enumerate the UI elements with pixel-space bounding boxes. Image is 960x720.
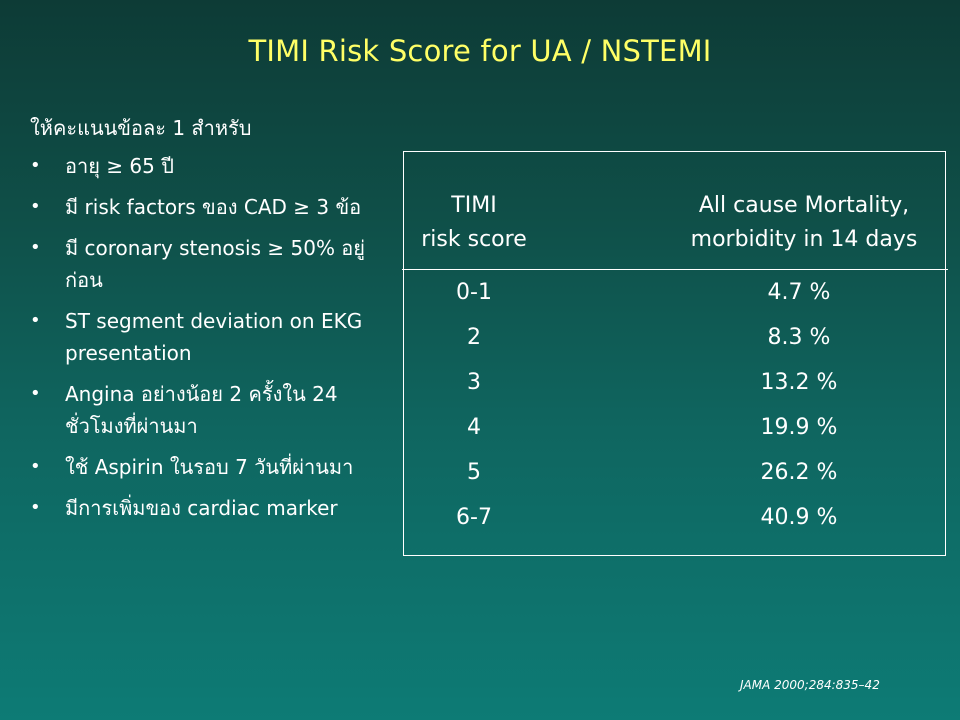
criteria-text: ST segment deviation on EKG presentation bbox=[65, 309, 363, 365]
mortality-cell: 26.2 % bbox=[760, 460, 838, 485]
citation: JAMA 2000;284:835–42 bbox=[740, 678, 880, 692]
header-mortality-line1: All cause Mortality, bbox=[698, 193, 910, 218]
criteria-list: • อายุ ≥ 65 ปี • มี risk factors ของ CAD ≥… bbox=[30, 150, 390, 533]
slide-title: TIMI Risk Score for UA / NSTEMI bbox=[248, 34, 712, 68]
header-mortality: All cause Mortality, morbidity in 14 day… bbox=[674, 189, 934, 257]
mortality-cell: 13.2 % bbox=[760, 370, 838, 395]
criteria-item: • อายุ ≥ 65 ปี bbox=[30, 150, 390, 182]
bullet-icon: • bbox=[30, 383, 41, 404]
table-row: 5 26.2 % bbox=[404, 460, 945, 504]
criteria-item: • มี coronary stenosis ≥ 50% อยู่ก่อน bbox=[30, 232, 390, 296]
bullet-icon: • bbox=[30, 310, 41, 331]
score-cell: 5 bbox=[467, 460, 481, 485]
mortality-cell: 19.9 % bbox=[760, 415, 838, 440]
header-risk-score-line2: risk score bbox=[421, 227, 527, 252]
bullet-icon: • bbox=[30, 456, 41, 477]
criteria-item: • ST segment deviation on EKG presentatio… bbox=[30, 305, 390, 369]
table-row: 6-7 40.9 % bbox=[404, 505, 945, 549]
bullet-icon: • bbox=[30, 237, 41, 258]
bullet-icon: • bbox=[30, 497, 41, 518]
criteria-text: มี coronary stenosis ≥ 50% อยู่ก่อน bbox=[65, 236, 366, 292]
criteria-item: • Angina อย่างน้อย 2 ครั้งใน 24 ชั่วโมงที… bbox=[30, 378, 390, 442]
table-row: 4 19.9 % bbox=[404, 415, 945, 459]
score-cell: 6-7 bbox=[456, 505, 492, 530]
criteria-text: มีการเพิ่มของ cardiac marker bbox=[65, 496, 338, 520]
table-row: 0-1 4.7 % bbox=[404, 280, 945, 324]
criteria-text: มี risk factors ของ CAD ≥ 3 ข้อ bbox=[65, 195, 362, 219]
mortality-cell: 8.3 % bbox=[767, 325, 831, 350]
intro-text: ให้คะแนนข้อละ 1 สำหรับ bbox=[30, 116, 252, 140]
criteria-item: • มี risk factors ของ CAD ≥ 3 ข้อ bbox=[30, 191, 390, 223]
table-row: 2 8.3 % bbox=[404, 325, 945, 369]
criteria-text: Angina อย่างน้อย 2 ครั้งใน 24 ชั่วโมงที่… bbox=[65, 382, 338, 438]
criteria-text: อายุ ≥ 65 ปี bbox=[65, 154, 174, 178]
header-risk-score-line1: TIMI bbox=[451, 193, 497, 218]
header-mortality-line2: morbidity in 14 days bbox=[690, 227, 918, 252]
score-cell: 0-1 bbox=[456, 280, 492, 305]
score-cell: 2 bbox=[467, 325, 481, 350]
header-risk-score: TIMI risk score bbox=[404, 189, 544, 257]
mortality-cell: 4.7 % bbox=[767, 280, 831, 305]
header-divider bbox=[402, 269, 948, 270]
mortality-cell: 40.9 % bbox=[760, 505, 838, 530]
criteria-item: • มีการเพิ่มของ cardiac marker bbox=[30, 492, 390, 524]
bullet-icon: • bbox=[30, 155, 41, 176]
score-cell: 3 bbox=[467, 370, 481, 395]
bullet-icon: • bbox=[30, 196, 41, 217]
score-cell: 4 bbox=[467, 415, 481, 440]
criteria-item: • ใช้ Aspirin ในรอบ 7 วันที่ผ่านมา bbox=[30, 451, 390, 483]
criteria-text: ใช้ Aspirin ในรอบ 7 วันที่ผ่านมา bbox=[65, 455, 354, 479]
table-row: 3 13.2 % bbox=[404, 370, 945, 414]
risk-score-table: TIMI risk score All cause Mortality, mor… bbox=[402, 151, 948, 556]
